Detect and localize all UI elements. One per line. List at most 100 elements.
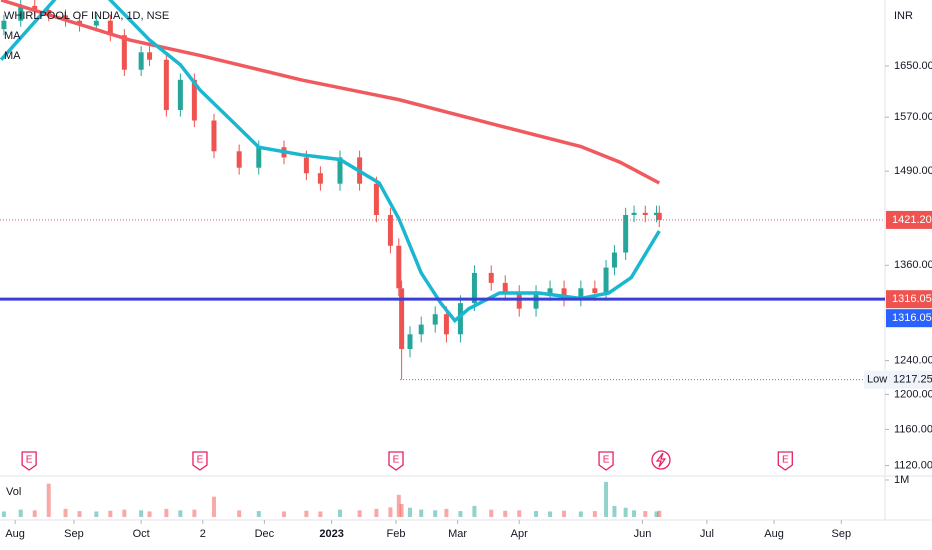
y-tick-label: 1360.00 (894, 259, 932, 271)
volume-bar (357, 510, 362, 517)
volume-bar (164, 508, 169, 517)
candle-body (177, 79, 183, 111)
candle-body (191, 79, 197, 121)
candle-body (399, 288, 405, 349)
candle-body (337, 157, 343, 184)
volume-bar (489, 509, 494, 517)
event-marker (21, 451, 37, 471)
candle-body (516, 292, 522, 309)
x-tick-label: Apr (511, 528, 528, 540)
level-label: 1316.05 (892, 293, 932, 305)
low-label: 1217.25 (893, 374, 932, 386)
vol-tick-label: 1M (894, 474, 909, 486)
candle-body (147, 52, 153, 60)
volume-bar (643, 511, 648, 517)
candle-body (457, 303, 463, 335)
volume-bar (237, 510, 242, 517)
candle-body (373, 183, 379, 215)
last-price-box (886, 210, 932, 229)
x-tick-label: Sep (832, 528, 852, 540)
event-label: E (782, 455, 789, 466)
volume-bar (433, 510, 438, 517)
candle-body (603, 267, 609, 293)
x-tick-label: Dec (255, 528, 275, 540)
volume-bar (592, 511, 597, 517)
y-tick-label: 1490.00 (894, 165, 932, 177)
volume-bar (399, 504, 404, 517)
x-tick-label: 2 (200, 528, 206, 540)
y-tick-label: 1160.00 (894, 423, 932, 435)
candle-body (303, 157, 309, 174)
y-tick-label: 1650.00 (894, 60, 932, 72)
currency-label: INR (894, 10, 913, 22)
volume-bar (604, 481, 609, 517)
volume-bar (1, 511, 6, 517)
candle-body (533, 292, 539, 309)
candle-body (46, 10, 52, 16)
volume-bar (548, 511, 553, 517)
event-label: E (197, 455, 204, 466)
volume-bar (503, 510, 508, 517)
candle-body (32, 5, 38, 11)
volume-label: Vol (6, 486, 21, 498)
volume-bar (388, 507, 393, 517)
candle-body (396, 245, 402, 289)
volume-bar (408, 507, 413, 517)
x-tick-label: Sep (64, 528, 84, 540)
volume-bar (657, 510, 662, 517)
candle-body (592, 288, 598, 293)
x-tick-label: 2023 (319, 528, 343, 540)
candle-body (611, 252, 617, 268)
level-box (886, 290, 932, 309)
volume-bar (192, 509, 197, 517)
volume-bar (63, 508, 68, 517)
volume-bar (374, 508, 379, 517)
level-label: 1316.05 (892, 312, 932, 324)
candle-body (387, 214, 393, 246)
volume-bar (256, 511, 261, 517)
event-label: E (393, 455, 400, 466)
lightning-icon[interactable] (651, 450, 671, 470)
event-marker (192, 451, 208, 471)
candle-body (1, 20, 7, 30)
chart-title: WHIRLPOOL OF INDIA, 1D, NSE (4, 10, 169, 22)
volume-bar (46, 483, 51, 517)
event-marker (598, 451, 614, 471)
candle-body (163, 59, 169, 111)
x-tick-label: Jul (700, 528, 714, 540)
candle-body (317, 173, 323, 184)
y-tick-label: 1240.00 (894, 354, 932, 366)
volume-bar (318, 511, 323, 517)
event-marker (388, 451, 404, 471)
volume-bar (32, 510, 37, 517)
candle-body (443, 314, 449, 335)
low-box (864, 370, 932, 389)
volume-bar (94, 511, 99, 517)
candle-body (502, 282, 508, 293)
volume-bar (304, 510, 309, 517)
candle-body (93, 20, 99, 26)
volume-bar (108, 510, 113, 517)
volume-bar (562, 510, 567, 517)
candle-body (63, 15, 69, 21)
volume-bar (147, 511, 152, 517)
event-label: E (26, 455, 33, 466)
volume-bar (281, 511, 286, 517)
candle-body (138, 52, 144, 70)
volume-bar (654, 511, 659, 517)
candle-body (432, 314, 438, 325)
volume-bar (337, 509, 342, 517)
candle-body (547, 288, 553, 293)
x-tick-label: Aug (5, 528, 25, 540)
volume-bar (139, 510, 144, 517)
volume-bar (396, 494, 401, 517)
indicator-label: MA (4, 30, 21, 42)
candle-body (236, 151, 242, 168)
candle-body (121, 35, 127, 70)
event-marker (777, 451, 793, 471)
volume-bar (517, 510, 522, 517)
volume-bar (211, 496, 216, 517)
volume-bar (632, 510, 637, 517)
y-tick-label: 1120.00 (894, 459, 932, 471)
